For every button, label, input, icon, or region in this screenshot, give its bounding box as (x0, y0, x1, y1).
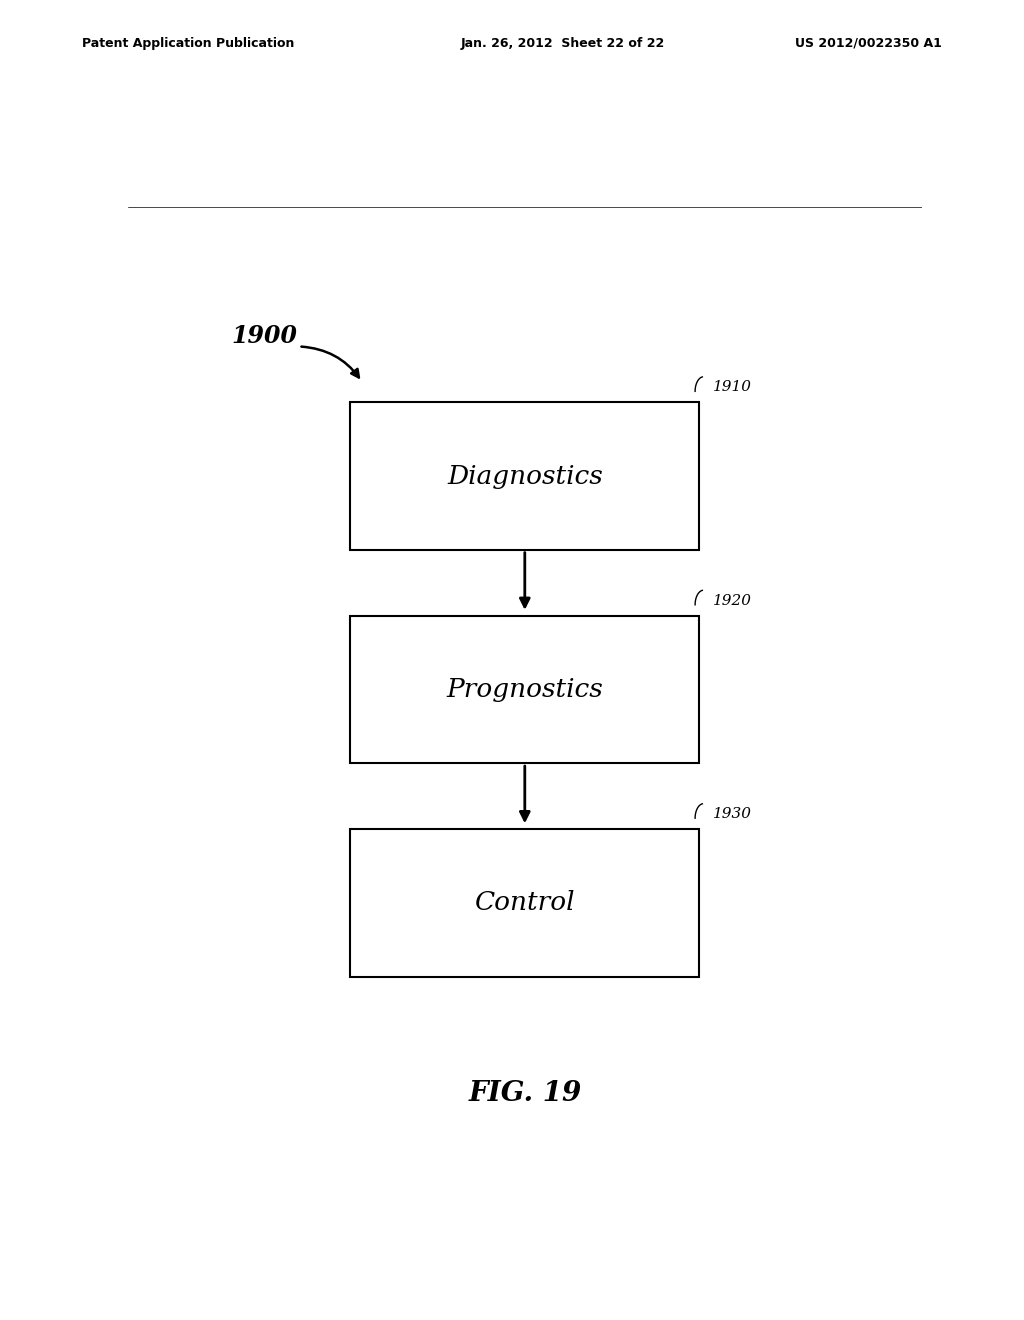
Text: 1930: 1930 (713, 807, 752, 821)
Text: 1910: 1910 (713, 380, 752, 395)
Text: 1920: 1920 (713, 594, 752, 607)
Text: Control: Control (474, 891, 575, 915)
Text: FIG. 19: FIG. 19 (468, 1080, 582, 1107)
Text: Patent Application Publication: Patent Application Publication (82, 37, 294, 50)
Bar (350, 615, 699, 763)
Bar (350, 829, 699, 977)
Text: Prognostics: Prognostics (446, 677, 603, 702)
Text: US 2012/0022350 A1: US 2012/0022350 A1 (796, 37, 942, 50)
Text: Jan. 26, 2012  Sheet 22 of 22: Jan. 26, 2012 Sheet 22 of 22 (461, 37, 665, 50)
Text: 1900: 1900 (231, 325, 297, 348)
Bar (350, 403, 699, 549)
Text: Diagnostics: Diagnostics (446, 463, 603, 488)
